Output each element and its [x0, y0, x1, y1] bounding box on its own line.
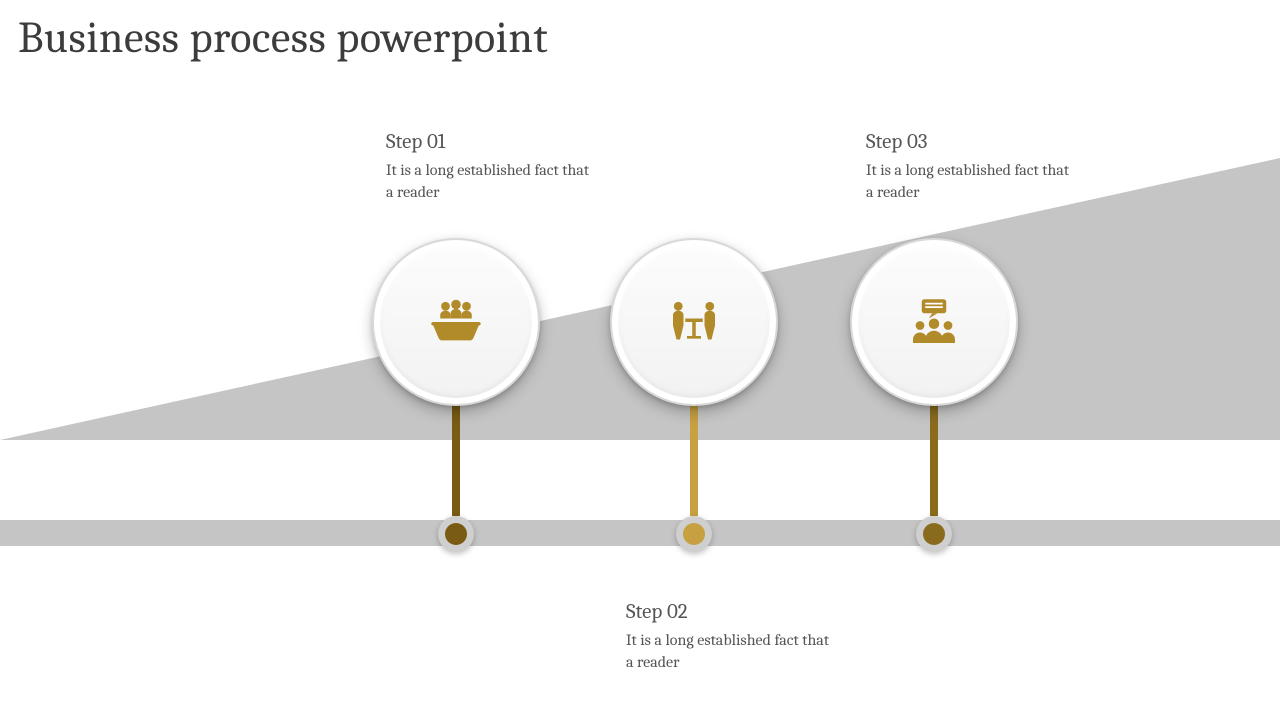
step-01-circle	[372, 238, 540, 406]
step-03-connector	[930, 404, 938, 516]
timeline-bar	[0, 520, 1280, 546]
step-02-dot-inner	[683, 523, 705, 545]
page-title: Business process powerpoint	[18, 12, 548, 63]
step-03-label: Step 03 It is a long established fact th…	[866, 130, 1076, 203]
step-01-heading: Step 01	[386, 130, 596, 154]
step-03-dot	[916, 516, 952, 552]
step-01-dot-inner	[445, 523, 467, 545]
step-03-circle	[850, 238, 1018, 406]
step-02-heading: Step 02	[626, 600, 836, 624]
step-02-desc: It is a long established fact that a rea…	[626, 630, 836, 673]
step-03-desc: It is a long established fact that a rea…	[866, 160, 1076, 203]
step-01-connector	[452, 404, 460, 516]
step-02-connector	[690, 404, 698, 516]
step-01-dot	[438, 516, 474, 552]
step-03-heading: Step 03	[866, 130, 1076, 154]
slide: Business process powerpoint Step 01 It i…	[0, 0, 1280, 720]
step-02-label: Step 02 It is a long established fact th…	[626, 600, 836, 673]
step-02-dot	[676, 516, 712, 552]
meeting-table-icon	[428, 297, 484, 347]
step-01-label: Step 01 It is a long established fact th…	[386, 130, 596, 203]
step-01-desc: It is a long established fact that a rea…	[386, 160, 596, 203]
step-03-dot-inner	[923, 523, 945, 545]
step-02-circle	[610, 238, 778, 406]
two-people-table-icon	[666, 297, 722, 347]
group-chat-icon	[906, 297, 962, 347]
